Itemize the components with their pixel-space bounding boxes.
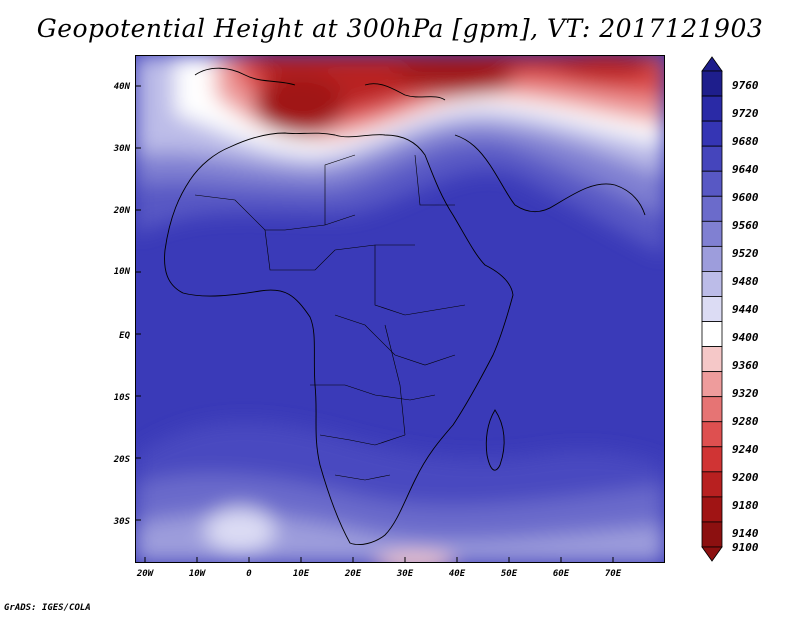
lon-label: 10E [293, 569, 310, 579]
colorbar-label: 9200 [732, 471, 759, 484]
colorbar-swatch [701, 521, 723, 548]
height-field [135, 55, 665, 563]
colorbar-label: 9100 [732, 541, 759, 554]
colorbar-label: 9600 [732, 191, 759, 204]
lon-label: 50E [501, 569, 518, 579]
colorbar-swatch [701, 371, 723, 398]
colorbar-swatch [701, 421, 723, 448]
colorbar-label: 9640 [732, 163, 759, 176]
colorbar-label: 9280 [732, 415, 759, 428]
geopotential-map [135, 55, 665, 563]
lat-label: 20N [113, 206, 131, 216]
lon-label: 0 [246, 569, 252, 579]
colorbar-label: 9720 [732, 107, 759, 120]
lat-label: EQ [119, 331, 130, 341]
country-borders [194, 154, 466, 481]
lon-label: 40E [449, 569, 466, 579]
lon-label: 70E [605, 569, 622, 579]
colorbar-label: 9440 [732, 303, 759, 316]
colorbar-label: 9520 [732, 247, 759, 260]
colorbar-label: 9680 [732, 135, 759, 148]
colorbar: 9760 9720 9680 9640 9600 9560 9520 9480 … [701, 56, 759, 562]
colorbar-swatch [701, 170, 723, 197]
lat-label: 30S [113, 517, 131, 527]
colorbar-swatch [701, 496, 723, 523]
colorbar-label: 9400 [732, 331, 759, 344]
lon-label: 10W [189, 569, 207, 579]
colorbar-swatches [701, 56, 723, 562]
lon-label: 60E [553, 569, 570, 579]
colorbar-labels: 9760 9720 9680 9640 9600 9560 9520 9480 … [732, 79, 759, 554]
colorbar-label: 9360 [732, 359, 759, 372]
colorbar-label: 9240 [732, 443, 759, 456]
colorbar-top-arrow [701, 56, 723, 72]
colorbar-swatch [701, 446, 723, 473]
axis-ticks [135, 85, 614, 563]
colorbar-swatch [701, 396, 723, 423]
colorbar-swatch [701, 321, 723, 347]
colorbar-swatch [701, 195, 723, 222]
colorbar-swatch [701, 245, 723, 272]
colorbar-label: 9320 [732, 387, 759, 400]
colorbar-swatch [701, 95, 723, 122]
colorbar-swatch [701, 346, 723, 373]
colorbar-swatch [701, 471, 723, 498]
colorbar-swatch [701, 70, 723, 97]
colorbar-label: 9140 [732, 527, 759, 540]
credit-footer: GrADS: IGES/COLA [4, 603, 91, 613]
colorbar-swatch [701, 120, 723, 147]
lat-label: 20S [113, 455, 131, 465]
coastlines [164, 67, 646, 546]
colorbar-swatch [701, 271, 723, 297]
map-title: Geopotential Height at 300hPa [gpm], VT:… [36, 14, 764, 43]
lon-label: 20W [136, 569, 155, 579]
colorbar-label: 9480 [732, 275, 759, 288]
colorbar-bottom-arrow [701, 546, 723, 562]
map-frame [135, 55, 665, 563]
colorbar-swatch [701, 145, 723, 172]
colorbar-label: 9180 [732, 499, 759, 512]
lat-label: 10N [114, 267, 131, 277]
lon-label: 20E [344, 569, 362, 579]
lat-label: 10S [114, 393, 131, 403]
colorbar-label: 9760 [732, 79, 759, 92]
colorbar-swatch [701, 296, 723, 322]
lat-label: 40N [114, 82, 131, 92]
lat-label: 30N [113, 144, 131, 154]
colorbar-label: 9560 [732, 219, 759, 232]
lon-label: 30E [396, 569, 414, 579]
colorbar-swatch [701, 220, 723, 247]
